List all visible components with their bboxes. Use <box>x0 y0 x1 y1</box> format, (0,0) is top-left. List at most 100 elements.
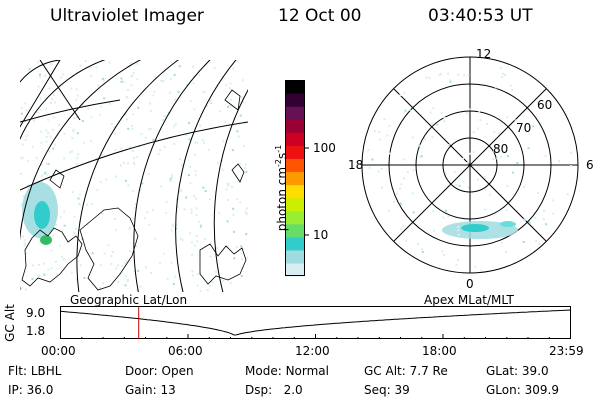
speckle <box>113 126 116 128</box>
speckle <box>398 187 401 190</box>
speckle <box>431 122 434 125</box>
speckle <box>527 147 530 150</box>
speckle <box>404 109 407 112</box>
speckle <box>44 74 47 77</box>
speckle <box>25 252 28 255</box>
speckle <box>523 186 525 189</box>
speckle <box>130 75 133 78</box>
speckle <box>157 153 160 156</box>
speckle <box>110 122 113 125</box>
speckle <box>152 138 155 141</box>
speckle <box>153 90 156 93</box>
speckle <box>163 252 166 255</box>
speckle <box>443 253 446 256</box>
speckle <box>169 77 172 80</box>
speckle <box>444 172 447 175</box>
colorbar-tick-100: 100 <box>313 141 336 155</box>
speckle <box>24 120 27 123</box>
mlat-label-60: 60 <box>537 98 552 112</box>
speckle <box>74 227 77 230</box>
speckle <box>110 255 113 258</box>
speckle <box>402 225 405 228</box>
speckle <box>99 105 102 108</box>
speckle <box>98 113 101 116</box>
colorbar-label-exp1: -2 <box>274 158 283 167</box>
speckle <box>169 177 172 180</box>
speckle <box>22 195 25 198</box>
colorbar-stripe <box>285 184 305 199</box>
speckle <box>178 66 181 69</box>
speckle <box>95 66 98 69</box>
speckle <box>498 132 501 135</box>
speckle <box>419 155 422 158</box>
speckle <box>174 123 177 126</box>
time-tick-1200: 12:00 <box>295 344 330 358</box>
speckle <box>469 108 472 111</box>
speckle <box>224 121 227 124</box>
speckle <box>505 209 508 212</box>
speckle <box>202 186 205 189</box>
speckle <box>147 173 150 175</box>
coastlines <box>21 89 247 291</box>
speckle <box>438 73 441 76</box>
speckle <box>191 274 194 277</box>
speckle <box>76 132 79 135</box>
speckle <box>189 100 192 103</box>
speckle <box>83 141 85 144</box>
speckle <box>44 96 47 99</box>
speckle <box>47 268 50 271</box>
speckle <box>371 158 374 161</box>
speckle <box>469 152 472 155</box>
speckle <box>55 224 58 226</box>
speckle <box>134 206 137 209</box>
speckle <box>453 171 456 173</box>
speckle <box>50 267 53 270</box>
speckle <box>21 235 24 238</box>
speckle <box>199 290 202 292</box>
speckle <box>502 72 505 75</box>
dsp-info: Dsp: 2.0 <box>245 383 303 397</box>
speckle <box>457 73 460 76</box>
speckle <box>90 202 93 205</box>
speckle <box>169 180 172 182</box>
speckle <box>225 188 228 191</box>
speckle <box>203 238 206 241</box>
speckle <box>63 224 66 227</box>
speckle <box>421 248 424 251</box>
time-tick-1800: 18:00 <box>422 344 457 358</box>
speckle <box>143 216 146 219</box>
speckle <box>381 186 384 189</box>
speckle <box>84 60 87 62</box>
speckle <box>139 189 142 192</box>
speckle <box>132 113 135 116</box>
speckle <box>37 61 39 64</box>
speckle <box>203 141 206 144</box>
speckle <box>500 155 502 158</box>
speckle <box>442 216 445 219</box>
speckle <box>179 189 182 192</box>
speckle <box>247 63 248 66</box>
speckle <box>40 163 43 166</box>
colorbar-stripe <box>285 197 305 212</box>
speckle <box>245 233 248 236</box>
speckle <box>383 118 386 121</box>
speckle <box>146 211 149 214</box>
speckle <box>127 162 129 165</box>
speckle <box>522 241 525 243</box>
speckle <box>429 111 432 114</box>
speckle <box>183 208 186 211</box>
filter-info: Flt: LBHL <box>8 364 62 378</box>
speckle <box>163 115 166 117</box>
speckle <box>32 119 35 122</box>
speckle <box>20 112 23 115</box>
speckle <box>26 160 29 162</box>
speckle <box>24 138 27 141</box>
speckle <box>244 163 247 166</box>
speckle <box>236 130 239 133</box>
speckle <box>162 80 165 82</box>
speckle <box>187 174 190 177</box>
speckle <box>534 216 537 219</box>
speckle <box>462 180 465 183</box>
speckle <box>387 209 390 212</box>
speckle <box>144 136 147 139</box>
